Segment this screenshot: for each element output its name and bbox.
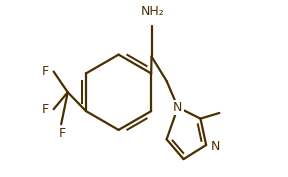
- Text: N: N: [211, 140, 220, 153]
- Text: F: F: [42, 65, 49, 78]
- Text: F: F: [42, 103, 49, 116]
- Text: N: N: [173, 101, 183, 114]
- Text: F: F: [58, 127, 66, 140]
- Text: NH₂: NH₂: [141, 5, 164, 18]
